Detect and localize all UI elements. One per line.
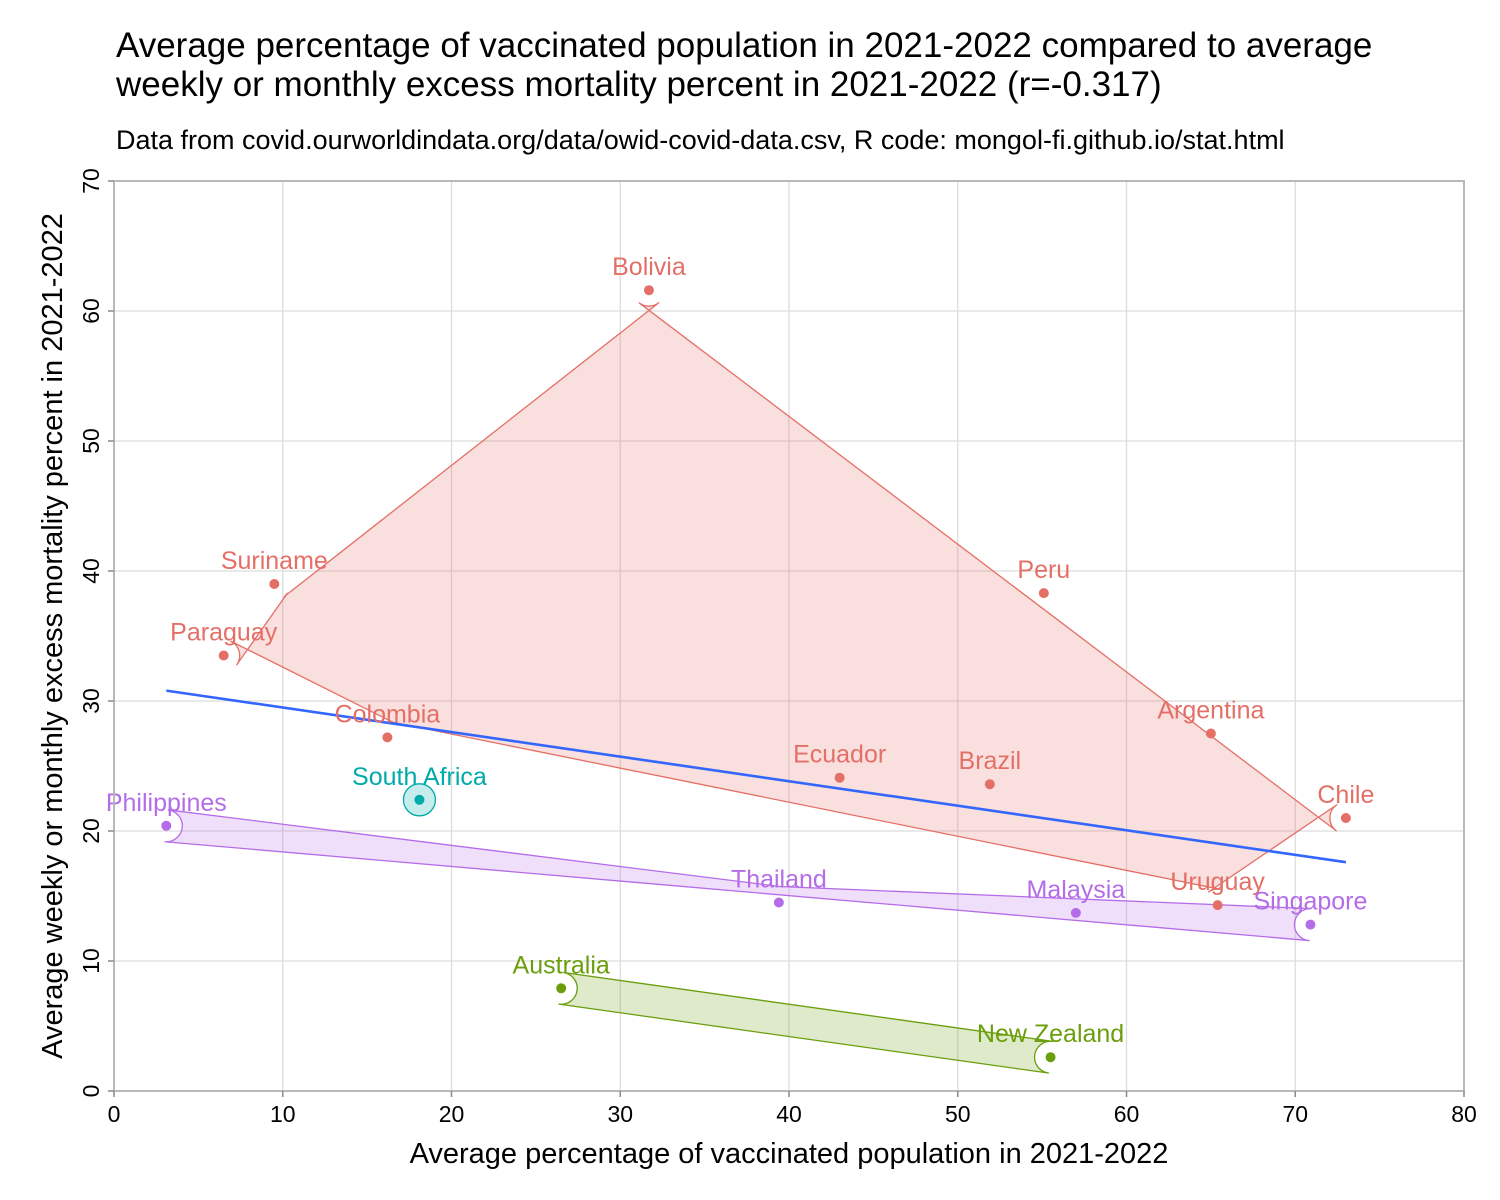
group-hull — [230, 302, 1338, 893]
x-tick-label: 60 — [1114, 1101, 1140, 1127]
data-point — [984, 779, 995, 790]
regression-line — [166, 689, 1347, 864]
data-point — [556, 983, 567, 994]
data-point — [269, 579, 280, 589]
point-label: Chile — [1317, 781, 1374, 809]
y-tick-label: 10 — [78, 948, 104, 974]
y-tick-label: 30 — [78, 688, 104, 714]
point-label: New Zealand — [977, 1020, 1124, 1048]
regression-line-group — [166, 689, 1347, 864]
chart-subtitle: Data from covid.ourworldindata.org/data/… — [116, 125, 1285, 155]
point-label: Brazil — [959, 747, 1022, 775]
y-tick-label: 50 — [78, 428, 104, 454]
point-label: Suriname — [221, 547, 328, 575]
x-tick-label: 70 — [1282, 1101, 1308, 1127]
point-label: Colombia — [335, 700, 441, 728]
x-tick-label: 80 — [1451, 1101, 1477, 1127]
point-label: Bolivia — [612, 253, 686, 281]
y-tick-label: 70 — [78, 168, 104, 194]
data-point — [1038, 588, 1049, 599]
y-tick-label: 40 — [78, 558, 104, 584]
y-axis-title: Average weekly or monthly excess mortali… — [37, 213, 69, 1059]
point-label: Australia — [513, 951, 610, 979]
data-point — [414, 794, 425, 805]
point-labels: Bolivia Suriname Paraguay Colombia Ecuador Br… — [106, 253, 1375, 1048]
point-label: Uruguay — [1170, 868, 1265, 896]
data-point — [218, 650, 229, 661]
data-point — [1212, 900, 1223, 911]
x-tick-label: 10 — [270, 1101, 296, 1127]
x-tick-label: 40 — [776, 1101, 802, 1127]
data-point — [1045, 1052, 1056, 1063]
data-point — [773, 897, 784, 908]
data-point — [643, 285, 654, 296]
point-label: South Africa — [352, 763, 487, 791]
point-label: Malaysia — [1027, 876, 1126, 904]
point-label: Argentina — [1157, 697, 1264, 725]
point-label: Thailand — [731, 866, 827, 894]
group-hulls — [164, 302, 1338, 1074]
point-label: Paraguay — [170, 619, 278, 647]
x-axis-title: Average percentage of vaccinated populat… — [410, 1138, 1169, 1170]
data-point — [1070, 907, 1081, 918]
point-label: Ecuador — [793, 741, 886, 769]
data-point — [382, 732, 393, 743]
data-point — [1305, 919, 1316, 930]
chart-title: Average percentage of vaccinated populat… — [116, 26, 1373, 104]
x-tick-label: 20 — [439, 1101, 465, 1127]
grid — [113, 180, 1465, 1092]
point-label: Singapore — [1253, 888, 1367, 916]
data-point — [161, 820, 172, 831]
group-hull — [164, 809, 1312, 942]
point-label: Philippines — [106, 789, 227, 817]
x-tick-label: 30 — [607, 1101, 633, 1127]
x-tick-label: 0 — [108, 1101, 121, 1127]
data-point — [1340, 813, 1351, 823]
data-point — [1205, 728, 1216, 739]
y-tick-label: 60 — [78, 298, 104, 324]
data-point — [834, 772, 845, 783]
y-tick-label: 0 — [78, 1085, 104, 1098]
data-points — [161, 285, 1351, 1063]
y-tick-label: 20 — [78, 818, 104, 844]
group-hull — [558, 971, 1054, 1074]
point-label: Peru — [1017, 556, 1070, 584]
axes: 0 10 20 30 40 50 60 70 80 0 10 20 30 40 50 60 70 — [78, 168, 1477, 1127]
x-tick-label: 50 — [945, 1101, 971, 1127]
